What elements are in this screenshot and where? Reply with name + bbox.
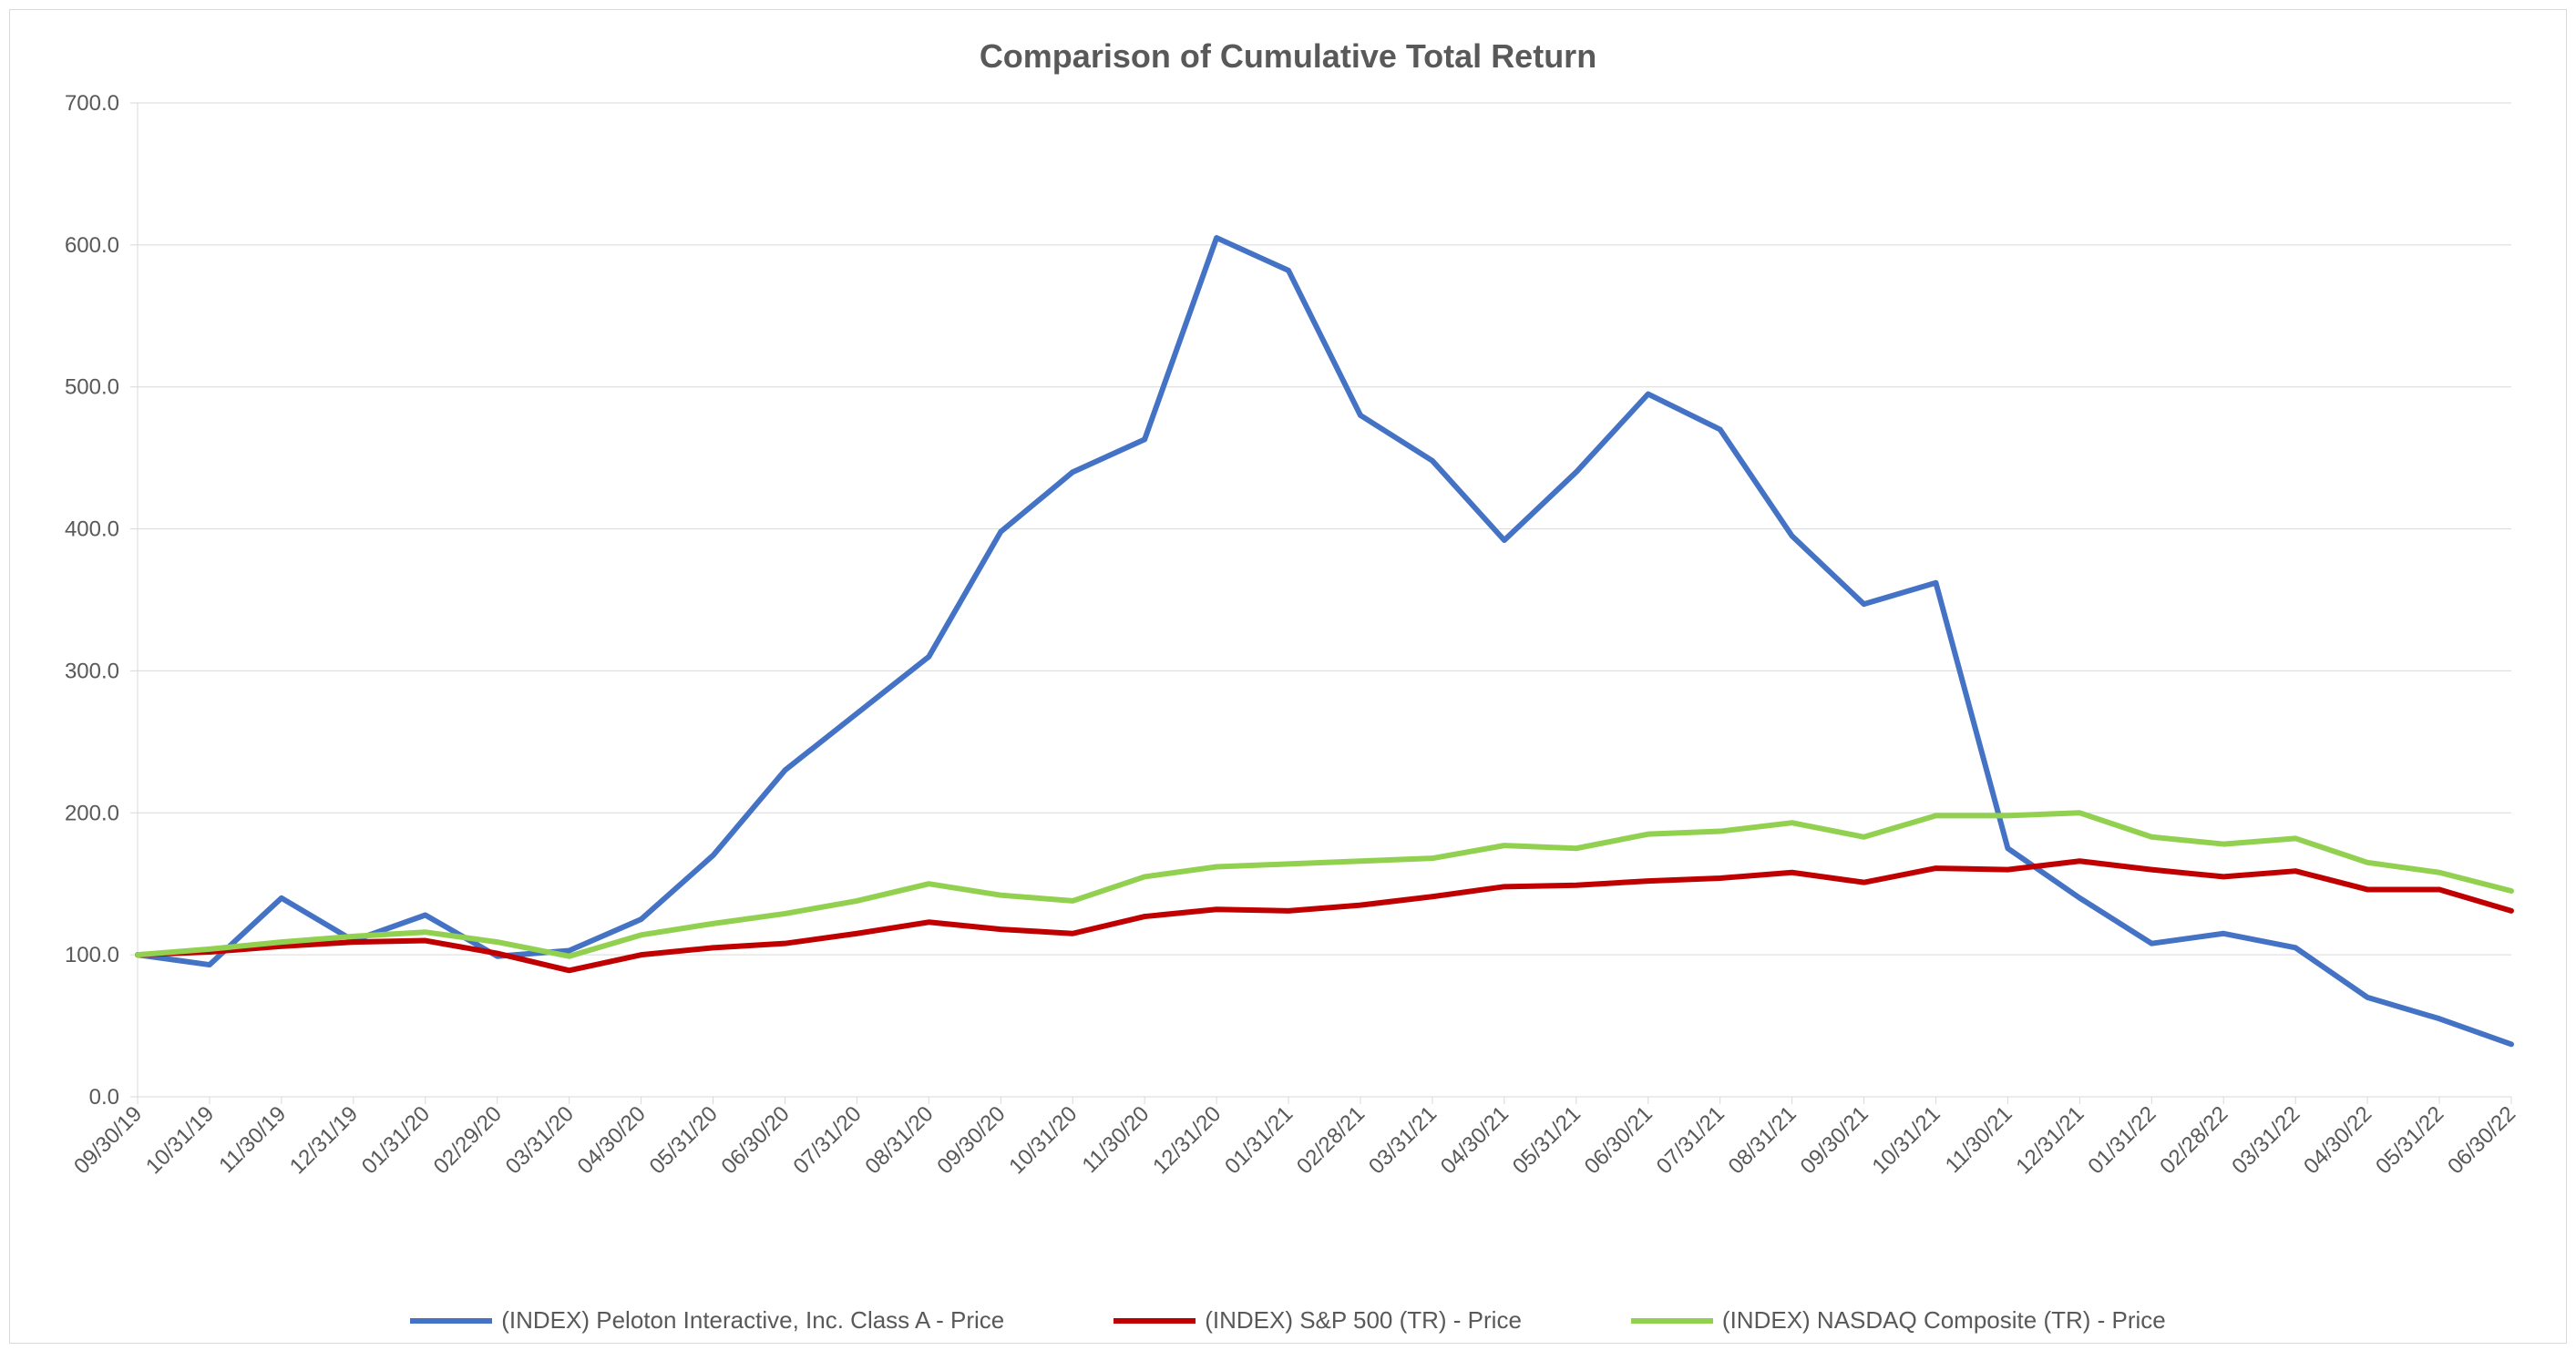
y-tick-label: 700.0: [65, 91, 119, 116]
y-tick-label: 300.0: [65, 659, 119, 683]
legend-item-1: (INDEX) S&P 500 (TR) - Price: [1114, 1306, 1522, 1335]
x-tick-label: 02/29/20: [429, 1101, 507, 1179]
chart-frame: Comparison of Cumulative Total Return 0.…: [0, 0, 2576, 1353]
x-tick-label: 01/31/22: [2083, 1101, 2160, 1179]
y-tick-label: 500.0: [65, 375, 119, 400]
y-tick-label: 200.0: [65, 801, 119, 825]
y-tick-label: 600.0: [65, 233, 119, 258]
x-tick-label: 09/30/20: [932, 1101, 1010, 1179]
x-tick-label: 01/31/21: [1220, 1101, 1298, 1179]
x-tick-label: 08/31/21: [1724, 1101, 1801, 1179]
legend-label: (INDEX) NASDAQ Composite (TR) - Price: [1722, 1306, 2166, 1335]
x-tick-label: 04/30/21: [1436, 1101, 1514, 1179]
x-tick-label: 03/31/21: [1364, 1101, 1442, 1179]
x-tick-label: 12/31/21: [2011, 1101, 2089, 1179]
x-tick-label: 09/30/21: [1796, 1101, 1873, 1179]
x-tick-label: 02/28/21: [1292, 1101, 1370, 1179]
x-tick-label: 10/31/20: [1004, 1101, 1082, 1179]
chart-title: Comparison of Cumulative Total Return: [10, 10, 2566, 85]
legend-item-0: (INDEX) Peloton Interactive, Inc. Class …: [410, 1306, 1004, 1335]
x-tick-label: 08/31/20: [860, 1101, 938, 1179]
legend-swatch: [1631, 1318, 1713, 1324]
x-tick-label: 06/30/20: [717, 1101, 795, 1179]
series-line-1: [138, 861, 2511, 970]
x-tick-label: 05/31/20: [645, 1101, 723, 1179]
x-tick-label: 12/31/19: [285, 1101, 363, 1179]
legend-swatch: [1114, 1318, 1196, 1324]
legend-item-2: (INDEX) NASDAQ Composite (TR) - Price: [1631, 1306, 2166, 1335]
chart-svg: 0.0 100.0 200.0 300.0 400.0 500.0 600.0 700.0 09…: [10, 85, 2566, 1279]
x-tick-label: 05/31/21: [1508, 1101, 1586, 1179]
x-tick-label: 07/31/20: [788, 1101, 866, 1179]
x-tick-label: 04/30/20: [573, 1101, 651, 1179]
legend-label: (INDEX) S&P 500 (TR) - Price: [1205, 1306, 1522, 1335]
legend: (INDEX) Peloton Interactive, Inc. Class …: [10, 1279, 2566, 1371]
x-tick-label: 01/31/20: [357, 1101, 435, 1179]
x-tick-label: 07/31/21: [1652, 1101, 1729, 1179]
plot-area: 0.0 100.0 200.0 300.0 400.0 500.0 600.0 700.0 09…: [10, 85, 2566, 1279]
x-tick-label: 12/31/20: [1148, 1101, 1226, 1179]
x-tick-label: 03/31/20: [501, 1101, 579, 1179]
y-tick-label: 400.0: [65, 517, 119, 542]
y-tick-label: 0.0: [89, 1085, 119, 1110]
x-tick-label: 03/31/22: [2227, 1101, 2304, 1179]
x-tick-label: 06/30/22: [2443, 1101, 2520, 1179]
x-tick-label: 05/31/22: [2371, 1101, 2448, 1179]
x-tick-label: 11/30/20: [1078, 1101, 1155, 1178]
x-tick-label: 06/30/21: [1580, 1101, 1657, 1179]
chart-area: Comparison of Cumulative Total Return 0.…: [9, 9, 2567, 1344]
x-tick-label: 11/30/19: [214, 1101, 291, 1178]
series-line-2: [138, 813, 2511, 956]
y-tick-label: 100.0: [65, 943, 119, 967]
x-tick-label: 04/30/22: [2299, 1101, 2376, 1179]
legend-swatch: [410, 1318, 492, 1324]
x-tick-label: 11/30/21: [1941, 1101, 2017, 1178]
x-tick-label: 10/31/21: [1868, 1101, 1945, 1179]
x-tick-label: 02/28/22: [2155, 1101, 2232, 1179]
legend-label: (INDEX) Peloton Interactive, Inc. Class …: [501, 1306, 1004, 1335]
x-tick-label: 09/30/19: [69, 1101, 147, 1179]
x-tick-label: 10/31/19: [141, 1101, 219, 1179]
series-line-0: [138, 238, 2511, 1044]
